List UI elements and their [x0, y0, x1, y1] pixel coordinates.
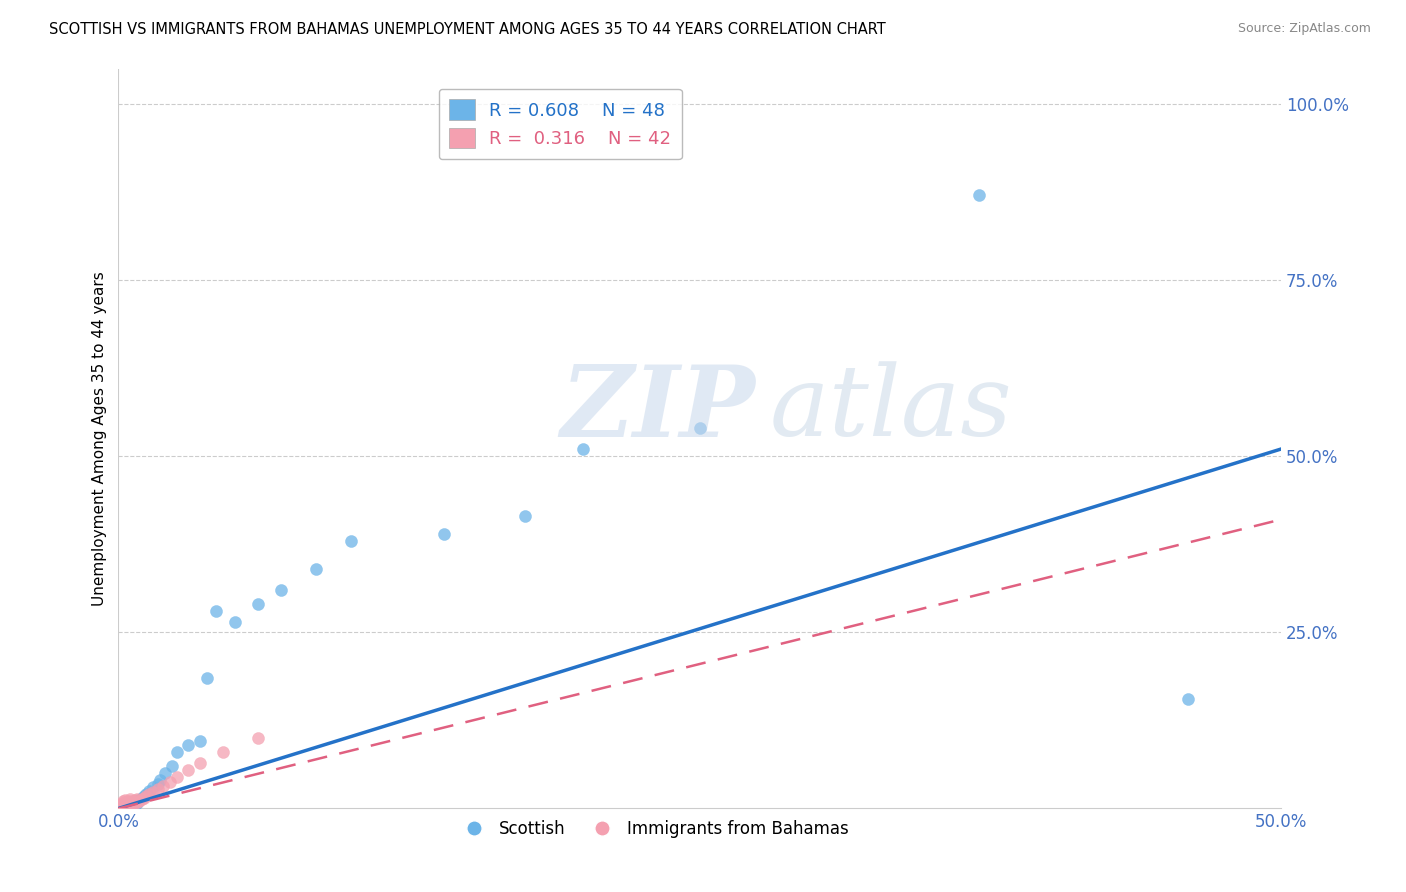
Point: [1177, 692, 1199, 706]
Point: [142, 785, 165, 799]
Point: [114, 793, 136, 807]
Point: [305, 562, 328, 576]
Point: [112, 801, 135, 815]
Point: [433, 526, 456, 541]
Point: [125, 795, 148, 809]
Point: [188, 734, 211, 748]
Point: [114, 798, 136, 813]
Point: [110, 797, 132, 812]
Point: [112, 797, 135, 812]
Point: [152, 779, 174, 793]
Point: [110, 797, 132, 812]
Point: [114, 800, 136, 814]
Point: [124, 796, 146, 810]
Point: [120, 792, 142, 806]
Point: [128, 794, 150, 808]
Point: [166, 771, 188, 785]
Point: [112, 800, 135, 814]
Point: [515, 508, 537, 523]
Point: [110, 800, 132, 814]
Point: [188, 756, 211, 770]
Point: [110, 801, 132, 815]
Point: [166, 745, 188, 759]
Text: ZIP: ZIP: [560, 360, 755, 457]
Point: [205, 604, 228, 618]
Point: [121, 798, 143, 813]
Point: [120, 797, 142, 812]
Point: [117, 799, 139, 814]
Point: [159, 774, 181, 789]
Point: [110, 800, 132, 814]
Text: atlas: atlas: [769, 361, 1012, 457]
Point: [124, 794, 146, 808]
Point: [110, 799, 132, 814]
Point: [572, 442, 595, 456]
Point: [110, 797, 132, 811]
Point: [117, 796, 139, 810]
Point: [177, 763, 200, 777]
Point: [195, 671, 218, 685]
Point: [112, 799, 135, 814]
Point: [142, 780, 165, 795]
Point: [120, 795, 142, 809]
Point: [131, 790, 153, 805]
Point: [117, 797, 139, 812]
Point: [110, 801, 132, 815]
Point: [117, 796, 139, 810]
Point: [120, 797, 142, 812]
Point: [132, 789, 155, 803]
Point: [135, 788, 157, 802]
Point: [124, 797, 146, 812]
Point: [340, 533, 363, 548]
Point: [138, 788, 160, 802]
Point: [146, 782, 169, 797]
Point: [114, 799, 136, 814]
Point: [120, 799, 142, 814]
Point: [121, 797, 143, 811]
Point: [124, 793, 146, 807]
Point: [270, 582, 292, 597]
Point: [110, 799, 132, 814]
Point: [132, 790, 155, 805]
Text: Source: ZipAtlas.com: Source: ZipAtlas.com: [1237, 22, 1371, 36]
Point: [128, 793, 150, 807]
Point: [146, 777, 169, 791]
Point: [246, 597, 269, 611]
Point: [131, 792, 153, 806]
Y-axis label: Unemployment Among Ages 35 to 44 years: Unemployment Among Ages 35 to 44 years: [93, 271, 107, 606]
Point: [125, 796, 148, 810]
Point: [110, 798, 132, 813]
Point: [112, 796, 135, 810]
Point: [149, 773, 172, 788]
Point: [120, 795, 142, 809]
Point: [160, 759, 183, 773]
Point: [112, 797, 135, 812]
Point: [114, 797, 136, 812]
Point: [112, 798, 135, 813]
Point: [138, 784, 160, 798]
Point: [117, 794, 139, 808]
Point: [246, 731, 269, 745]
Point: [121, 794, 143, 808]
Point: [153, 766, 176, 780]
Point: [114, 797, 136, 812]
Point: [212, 745, 235, 759]
Legend: Scottish, Immigrants from Bahamas: Scottish, Immigrants from Bahamas: [451, 814, 856, 845]
Point: [114, 797, 136, 811]
Point: [114, 795, 136, 809]
Point: [177, 738, 200, 752]
Point: [967, 188, 990, 202]
Point: [125, 791, 148, 805]
Point: [117, 797, 139, 812]
Point: [689, 421, 711, 435]
Point: [112, 798, 135, 813]
Point: [224, 615, 246, 629]
Point: [112, 794, 135, 808]
Point: [121, 797, 143, 811]
Text: SCOTTISH VS IMMIGRANTS FROM BAHAMAS UNEMPLOYMENT AMONG AGES 35 TO 44 YEARS CORRE: SCOTTISH VS IMMIGRANTS FROM BAHAMAS UNEM…: [49, 22, 886, 37]
Point: [135, 789, 157, 803]
